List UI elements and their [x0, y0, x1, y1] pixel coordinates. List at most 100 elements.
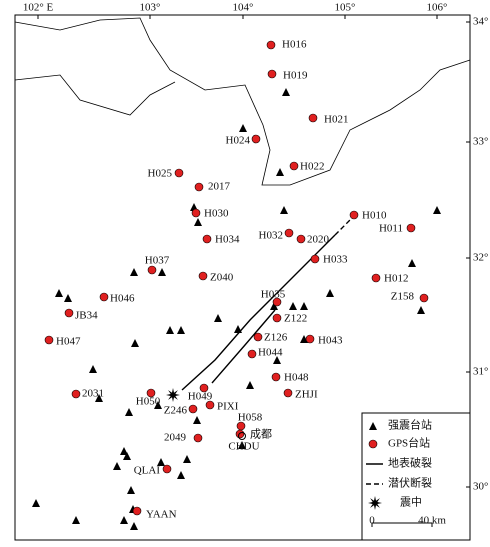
province-border: [14, 17, 471, 186]
strong-motion-station: [131, 339, 139, 347]
strong-motion-station: [166, 326, 174, 334]
strong-motion-station: [289, 302, 297, 310]
gps-station: [289, 161, 299, 171]
scale-label: 40 km: [418, 515, 446, 527]
legend-triangle: [369, 422, 377, 430]
gps-station: [64, 308, 74, 318]
gps-station: [308, 113, 318, 123]
strong-motion-station: [408, 259, 416, 267]
strong-motion-station: [194, 218, 202, 226]
strong-motion-station: [120, 516, 128, 524]
strong-motion-station: [177, 326, 185, 334]
station-label: 2031: [82, 388, 104, 400]
strong-motion-station: [154, 401, 162, 409]
gps-station: [296, 234, 306, 244]
gps-station: [272, 313, 282, 323]
surface-rupture: [181, 234, 336, 391]
legend-label: 潜伏断裂: [388, 476, 432, 490]
strong-motion-station: [120, 447, 128, 455]
gps-station: [194, 182, 204, 192]
strong-motion-station: [127, 486, 135, 494]
station-label: Z246: [164, 405, 188, 417]
station-label: H025: [148, 168, 173, 180]
strong-motion-station: [113, 462, 121, 470]
strong-motion-station: [300, 302, 308, 310]
station-label: Z126: [264, 332, 288, 344]
strong-motion-station: [433, 206, 441, 214]
surface-rupture: [211, 309, 276, 384]
legend-star: [368, 496, 382, 510]
station-label: H010: [362, 210, 387, 222]
lat-label: 33°: [473, 136, 488, 148]
lon-label: 102° E: [23, 2, 54, 14]
station-label: H012: [384, 273, 408, 285]
station-label: YAAN: [146, 509, 177, 521]
strong-motion-station: [89, 365, 97, 373]
strong-motion-station: [130, 522, 138, 530]
station-label: H034: [215, 234, 240, 246]
gps-station: [188, 404, 198, 414]
station-label: 2020: [307, 234, 330, 246]
strong-motion-station: [193, 416, 201, 424]
legend-label: 强震台站: [388, 418, 432, 432]
strong-motion-station: [214, 314, 222, 322]
province-border: [14, 74, 176, 116]
gps-station: [99, 292, 109, 302]
gps-station: [419, 293, 429, 303]
station-label: H024: [226, 135, 251, 147]
strong-motion-station: [300, 335, 308, 343]
station-label: H035: [261, 289, 286, 301]
scale-label: 0: [369, 515, 375, 527]
lon-label: 105°: [335, 2, 356, 14]
gps-station: [251, 134, 261, 144]
gps-station: [406, 223, 416, 233]
gps-station: [349, 210, 359, 220]
lon-label: 104°: [233, 2, 254, 14]
station-label: PIXI: [217, 401, 239, 413]
strong-motion-station: [125, 408, 133, 416]
strong-motion-station: [238, 441, 246, 449]
strong-motion-station: [95, 394, 103, 402]
strong-motion-station: [246, 381, 254, 389]
gps-station: [284, 228, 294, 238]
strong-motion-station: [276, 168, 284, 176]
gps-station: [253, 332, 263, 342]
station-label: H037: [145, 255, 170, 267]
gps-station: [310, 254, 320, 264]
station-label: H058: [238, 412, 263, 424]
station-label: H047: [56, 336, 81, 348]
city-label: 成都: [250, 428, 272, 441]
gps-station: [266, 40, 276, 50]
station-label: CHDU: [228, 441, 259, 453]
station-label: H046: [110, 293, 135, 305]
gps-station: [247, 349, 257, 359]
station-label: H030: [204, 208, 229, 220]
gps-station: [267, 69, 277, 79]
station-label: Z040: [210, 272, 234, 284]
gps-station: [272, 297, 282, 307]
station-label: H032: [259, 230, 283, 242]
strong-motion-station: [72, 516, 80, 524]
strong-motion-station: [157, 458, 165, 466]
legend-label: 地表破裂: [388, 456, 432, 470]
gps-station: [174, 168, 184, 178]
strong-motion-station: [239, 124, 247, 132]
buried-fault: [334, 214, 356, 236]
lat-label: 31°: [473, 366, 488, 378]
strong-motion-station: [280, 206, 288, 214]
station-label: H044: [258, 347, 283, 359]
gps-station: [199, 383, 209, 393]
station-label: H016: [282, 39, 307, 51]
station-label: QLAI: [134, 465, 161, 477]
gps-station: [235, 429, 245, 439]
strong-motion-station: [326, 289, 334, 297]
station-label: 2017: [208, 181, 231, 193]
scale-bar: [371, 522, 433, 527]
station-label: H049: [188, 391, 213, 403]
strong-motion-station: [183, 455, 191, 463]
lat-label: 30°: [473, 481, 488, 493]
station-label: H048: [284, 372, 309, 384]
strong-motion-station: [177, 471, 185, 479]
city-marker: [238, 432, 246, 440]
